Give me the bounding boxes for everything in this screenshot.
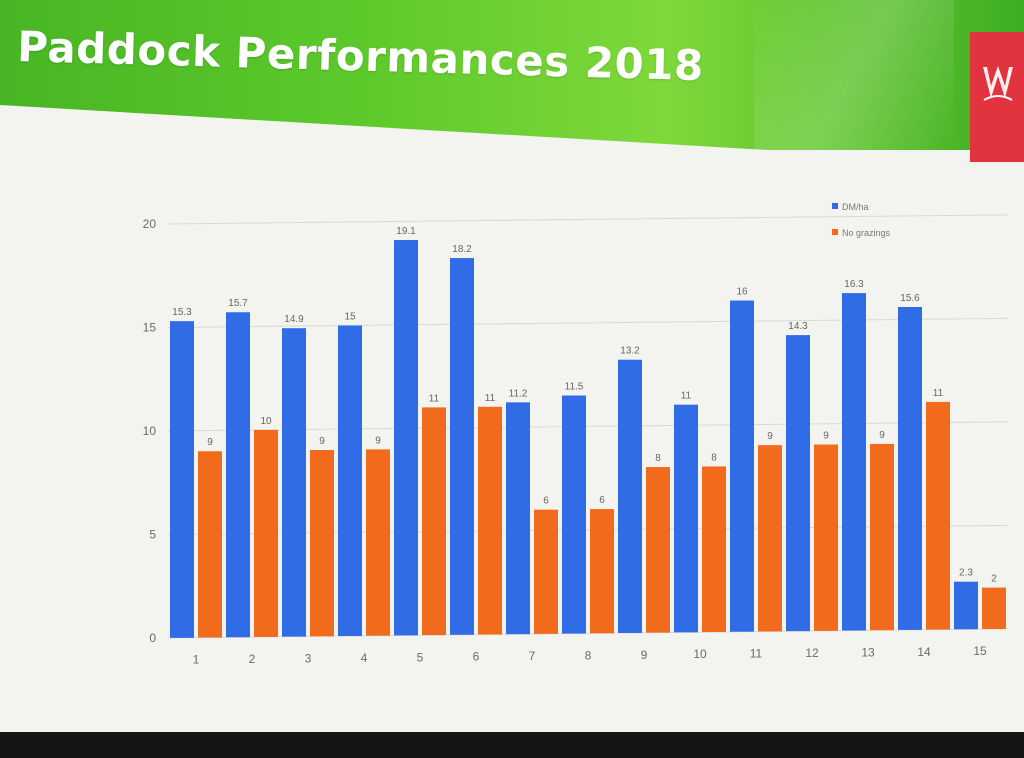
y-axis-ticks: 0 5 10 15 20 xyxy=(143,217,157,645)
bar-no-grazings-8 xyxy=(590,509,614,634)
bar-no-grazings-14 xyxy=(926,401,950,630)
bar-no-grazings-6 xyxy=(478,406,502,635)
x-tick-label: 3 xyxy=(305,651,312,665)
bar-no-grazings-12 xyxy=(814,444,838,631)
value-label: 11 xyxy=(485,393,496,404)
value-label: 6 xyxy=(599,495,605,506)
bar-dm-ha-8 xyxy=(562,395,586,634)
value-label: 11 xyxy=(933,388,944,399)
bar-dm-ha-3 xyxy=(282,328,306,637)
value-label: 9 xyxy=(319,436,325,447)
slide: Paddock Performances 2018 0 5 10 15 20 15.3 9… xyxy=(0,0,1024,732)
y-tick-label: 15 xyxy=(143,321,157,335)
x-tick-label: 11 xyxy=(750,647,763,661)
bar-dm-ha-5 xyxy=(394,240,418,636)
bar-no-grazings-7 xyxy=(534,509,558,634)
gridline-5 xyxy=(167,524,1009,535)
value-label: 9 xyxy=(823,431,829,442)
value-label: 18.2 xyxy=(452,244,472,255)
bar-no-grazings-15 xyxy=(982,587,1006,629)
bar-dm-ha-11 xyxy=(730,300,754,632)
x-tick-label: 2 xyxy=(249,652,256,666)
bar-dm-ha-2 xyxy=(226,312,250,638)
bar-dm-ha-10 xyxy=(674,404,698,633)
legend-entry: DM/ha xyxy=(842,202,869,212)
bar-no-grazings-2 xyxy=(254,429,278,637)
x-axis-ticks: 1 2 3 4 5 6 7 8 9 10 11 12 13 14 15 xyxy=(193,644,987,667)
gridline-10 xyxy=(167,421,1009,432)
bar-dm-ha-12 xyxy=(786,335,810,632)
value-labels: 15.3 9 15.7 10 14.9 9 15 9 19.1 11 18.2 11 11.2 6 11.5… xyxy=(172,226,997,585)
y-tick-label: 10 xyxy=(143,424,157,438)
bar-dm-ha-13 xyxy=(842,293,866,631)
bar-no-grazings-1 xyxy=(198,451,222,638)
leaf-logo-icon xyxy=(983,66,1013,101)
bar-dm-ha-15 xyxy=(954,581,978,630)
value-label: 13.2 xyxy=(620,346,640,357)
x-tick-label: 14 xyxy=(917,645,931,659)
value-label: 2 xyxy=(991,574,997,585)
x-tick-label: 5 xyxy=(417,650,424,664)
value-label: 15.3 xyxy=(172,307,192,318)
y-tick-label: 20 xyxy=(143,217,157,231)
value-label: 15 xyxy=(344,312,356,323)
value-label: 15.6 xyxy=(900,293,920,304)
value-label: 9 xyxy=(879,430,885,441)
bar-dm-ha-1 xyxy=(170,321,194,638)
y-tick-label: 0 xyxy=(149,631,156,645)
gridline-15 xyxy=(167,317,1009,328)
value-label: 11 xyxy=(429,393,440,404)
legend-swatch xyxy=(832,229,838,235)
bar-no-grazings-5 xyxy=(422,407,446,636)
legend-entry: No grazings xyxy=(842,228,891,238)
bar-no-grazings-10 xyxy=(702,466,726,633)
x-tick-label: 1 xyxy=(193,653,200,667)
value-label: 9 xyxy=(207,437,213,448)
bar-no-grazings-9 xyxy=(646,467,670,633)
value-label: 2.3 xyxy=(959,568,973,579)
value-label: 19.1 xyxy=(396,226,416,237)
legend: DM/ha No grazings xyxy=(832,202,891,238)
x-tick-label: 8 xyxy=(585,648,592,662)
x-tick-label: 12 xyxy=(805,646,819,660)
x-tick-label: 7 xyxy=(529,649,536,663)
bar-no-grazings-13 xyxy=(870,443,894,631)
bar-no-grazings-3 xyxy=(310,450,334,637)
value-label: 14.3 xyxy=(788,321,808,332)
value-label: 11.2 xyxy=(509,388,528,399)
bar-no-grazings-4 xyxy=(366,449,390,636)
value-label: 14.9 xyxy=(284,314,304,325)
value-label: 10 xyxy=(260,416,272,427)
bar-dm-ha-7 xyxy=(506,402,530,635)
value-label: 8 xyxy=(655,453,661,464)
value-label: 11.5 xyxy=(565,382,584,393)
bar-dm-ha-14 xyxy=(898,306,922,630)
value-label: 11 xyxy=(681,391,692,402)
x-tick-label: 13 xyxy=(861,645,875,659)
legend-swatch xyxy=(832,203,838,209)
x-tick-label: 4 xyxy=(361,651,368,665)
value-label: 6 xyxy=(543,496,549,507)
value-label: 15.7 xyxy=(228,298,248,309)
value-label: 9 xyxy=(767,431,773,442)
value-label: 16.3 xyxy=(844,279,864,290)
bar-dm-ha-4 xyxy=(338,325,362,637)
x-tick-label: 10 xyxy=(693,647,707,661)
screen-bezel xyxy=(0,732,1024,758)
bar-dm-ha-9 xyxy=(618,359,642,633)
bar-no-grazings-11 xyxy=(758,445,782,632)
bar-dm-ha-6 xyxy=(450,258,474,635)
value-label: 16 xyxy=(736,287,748,298)
x-tick-label: 15 xyxy=(973,644,987,658)
gridline-0 xyxy=(167,628,1009,639)
x-tick-label: 6 xyxy=(473,650,480,664)
value-label: 9 xyxy=(375,435,381,446)
x-tick-label: 9 xyxy=(641,648,648,662)
gridlines xyxy=(167,214,1009,639)
gridline-20 xyxy=(167,214,1009,225)
y-tick-label: 5 xyxy=(149,528,156,542)
value-label: 8 xyxy=(711,452,717,463)
bars xyxy=(170,240,1006,638)
